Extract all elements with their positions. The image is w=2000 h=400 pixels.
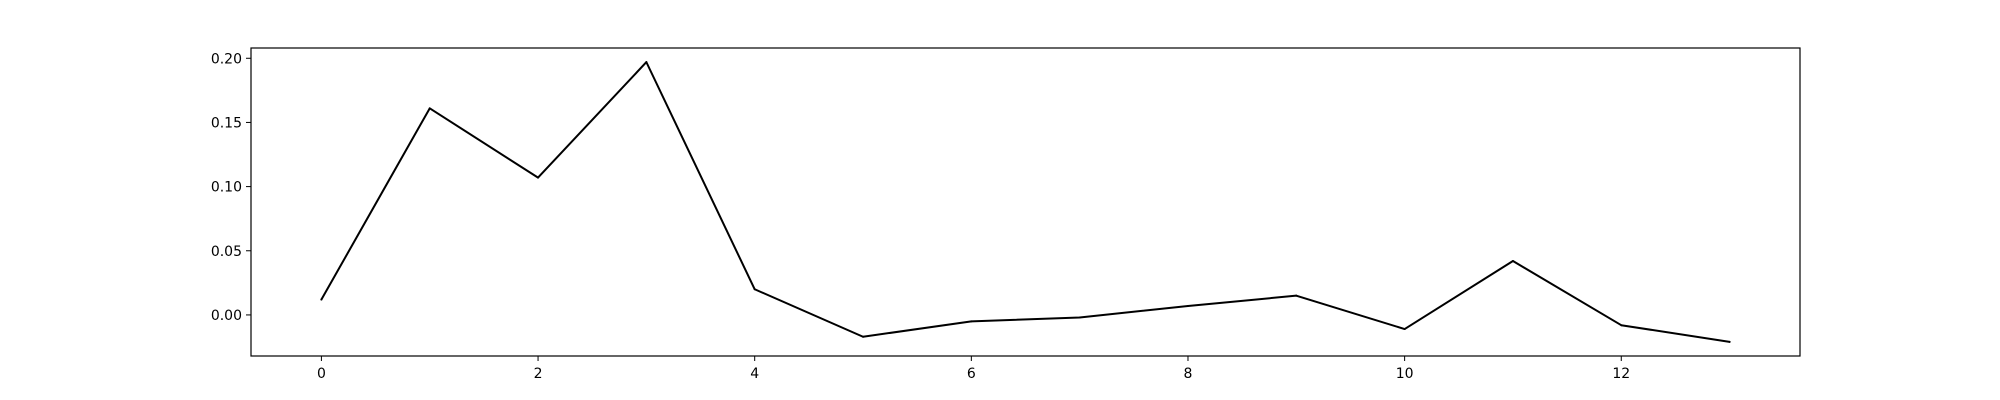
y-tick-label: 0.05 xyxy=(211,244,242,260)
y-tick-label: 0.15 xyxy=(211,115,242,131)
y-tick-label: 0.20 xyxy=(211,51,242,67)
data-point xyxy=(1620,324,1623,327)
data-point xyxy=(537,176,540,179)
x-tick-label: 6 xyxy=(967,366,976,382)
data-point xyxy=(1728,340,1731,343)
data-point xyxy=(320,298,323,301)
data-point xyxy=(1511,260,1514,263)
x-tick-label: 10 xyxy=(1396,366,1414,382)
data-point xyxy=(1403,328,1406,331)
data-point xyxy=(970,320,973,323)
x-axis: 0 2 4 6 8 10 12 xyxy=(317,356,1630,382)
x-tick-label: 12 xyxy=(1612,366,1630,382)
y-axis: 0.00 0.05 0.10 0.15 0.20 xyxy=(211,51,251,324)
y-tick-label: 0.00 xyxy=(211,308,242,324)
data-point xyxy=(428,107,431,110)
x-tick-label: 4 xyxy=(750,366,759,382)
data-point xyxy=(862,335,865,338)
data-point xyxy=(753,288,756,291)
y-tick-label: 0.10 xyxy=(211,180,242,196)
data-point xyxy=(1295,294,1298,297)
data-point xyxy=(645,61,648,64)
x-tick-label: 0 xyxy=(317,366,326,382)
series-line xyxy=(320,61,1731,343)
x-tick-label: 2 xyxy=(534,366,543,382)
data-point xyxy=(1186,304,1189,307)
x-tick-label: 8 xyxy=(1184,366,1193,382)
plot-area xyxy=(250,47,1801,357)
data-point xyxy=(1078,316,1081,319)
